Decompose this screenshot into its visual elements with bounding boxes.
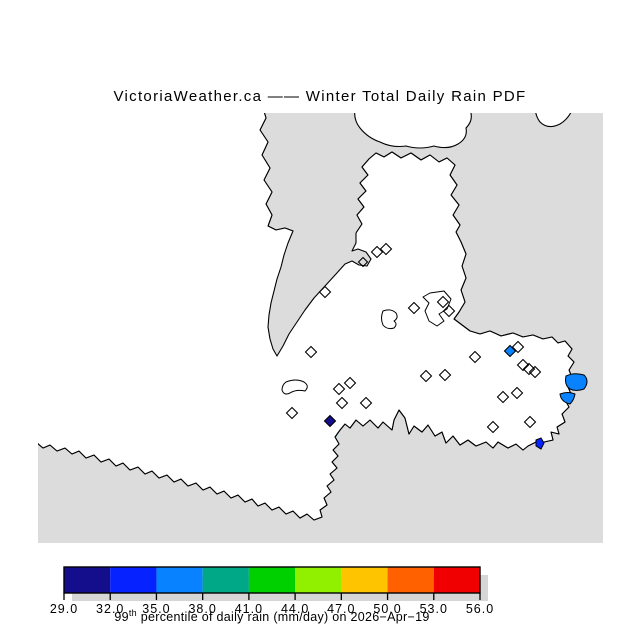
station-marker [332,382,346,396]
station-marker [511,340,525,354]
colorbar-tick-label: 47.0 [327,602,355,616]
lake-prospect [381,309,398,330]
colorbar-tick-label: 44.0 [281,602,309,616]
colorbar: 29.0 32.0 35.0 38.0 41.0 44.0 47.0 50.0 53.0 56.0 [50,566,494,616]
colorbar-border [63,566,481,594]
station-marker [496,390,510,404]
colorbar-segment [156,567,203,593]
colorbar-segment [248,567,296,593]
colorbar-segment [202,567,249,593]
colorbar-tick-label: 41.0 [235,602,263,616]
colorbar-tick-label: 53.0 [420,602,448,616]
station-marker [407,301,421,315]
colorbar-segment [387,567,434,593]
station-marker [516,358,530,372]
station-marker [323,414,337,428]
colorbar-segment [433,567,480,593]
station-marker [419,369,433,383]
station-marker [343,376,357,390]
island-discovery [565,373,588,391]
chart-title: VictoriaWeather.ca —— Winter Total Daily… [113,88,527,105]
station-marker [436,295,450,309]
island-northeast-wedge [535,113,572,128]
station-marker [510,386,524,400]
station-marker [357,256,369,268]
colorbar-segment [295,567,342,593]
station-marker [335,396,349,410]
colorbar-tick-label: 32.0 [96,602,124,616]
colorbar-tick-label: 50.0 [373,602,401,616]
station-marker [379,242,393,256]
station-marker [486,420,500,434]
saanich-inlet [268,231,371,356]
colorbar-tick-label: 29.0 [50,602,78,616]
station-marker [468,350,482,364]
island-south-tiny [535,437,545,450]
station-marker [359,396,373,410]
lake-elk-beaver [422,290,452,327]
lake-langford [281,379,308,395]
island-saltspring [354,113,472,149]
colorbar-tick-label: 35.0 [142,602,170,616]
island-chatham [559,392,576,405]
station-marker [285,406,299,420]
colorbar-tick-label: 38.0 [188,602,216,616]
colorbar-segment [341,567,388,593]
station-marker [370,245,384,259]
station-marker [318,285,332,299]
station-marker [438,368,452,382]
station-marker [522,362,536,376]
colorbar-segment [64,567,111,593]
colorbar-segment [110,567,157,593]
station-marker [304,345,318,359]
station-marker [523,415,537,429]
station-marker [503,344,517,358]
station-markers [285,242,542,434]
colorbar-tick-label: 56.0 [466,602,494,616]
station-marker [528,365,542,379]
colorbar-caption: 99th percentile of daily rain (mm/day) o… [114,608,429,624]
station-marker [442,304,456,318]
